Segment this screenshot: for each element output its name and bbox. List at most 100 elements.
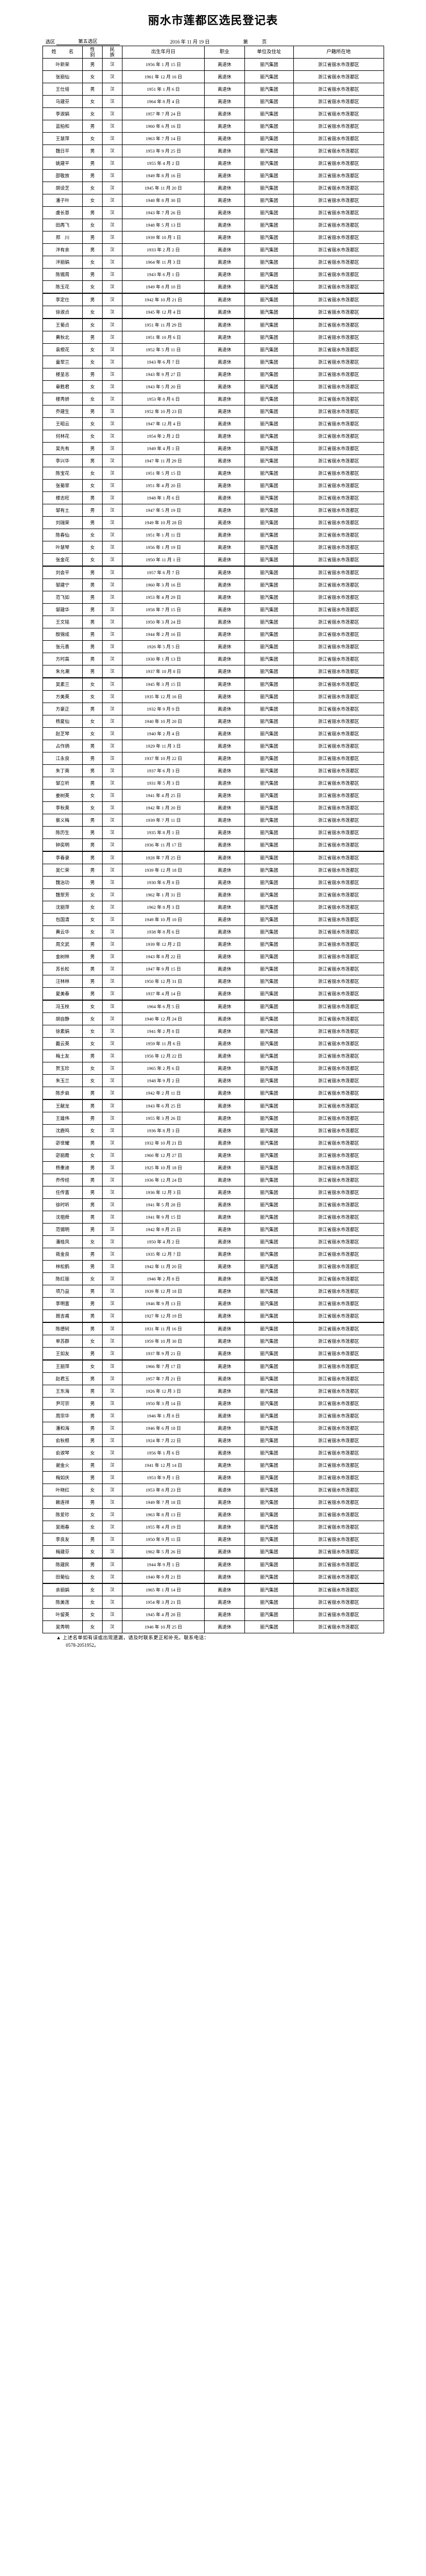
cell-eth: 汉 <box>102 1385 122 1398</box>
cell-occ: 离退休 <box>204 1583 245 1596</box>
cell-res: 浙江省丽水市莲都区 <box>293 1558 384 1571</box>
cell-unit: 丽汽集团 <box>244 1521 294 1533</box>
cell-res: 浙江省丽水市莲都区 <box>293 1309 384 1323</box>
cell-res: 浙江省丽水市莲都区 <box>293 1186 384 1199</box>
cell-unit: 丽汽集团 <box>244 690 294 703</box>
table-row: 王丽萍女汉 1966 年 7 月 17 日离退休 丽汽集团 浙江省丽水市莲都区 <box>42 1359 384 1373</box>
cell-occ: 离退休 <box>204 293 245 306</box>
cell-sex: 男 <box>82 1309 103 1323</box>
cell-name: 王献龙 <box>42 1099 83 1112</box>
cell-name: 徐时听 <box>42 1198 83 1211</box>
cell-res: 浙江省丽水市莲都区 <box>293 157 384 170</box>
cell-occ: 离退休 <box>204 356 245 368</box>
cell-eth: 汉 <box>102 1533 122 1546</box>
cell-occ: 离退休 <box>204 838 245 852</box>
cell-unit: 丽汽集团 <box>244 1385 294 1398</box>
table-row: 方时高男汉 1930 年 1 月 13 日离退休 丽汽集团 浙江省丽水市莲都区 <box>42 653 384 665</box>
table-row: 项乃益男汉 1939 年 12 月 18 日离退休 丽汽集团 浙江省丽水市莲都区 <box>42 1285 384 1298</box>
cell-eth: 汉 <box>102 182 122 194</box>
cell-eth: 汉 <box>102 1471 122 1484</box>
cell-dob: 1948 年 9 月 2 日 <box>121 1074 205 1087</box>
cell-name: 王雄伟 <box>42 1112 83 1125</box>
cell-eth: 汉 <box>102 913 122 926</box>
cell-occ: 离退休 <box>204 665 245 678</box>
cell-occ: 离退休 <box>204 1322 245 1335</box>
cell-occ: 离退休 <box>204 715 245 728</box>
cell-res: 浙江省丽水市莲都区 <box>293 479 384 492</box>
cell-eth: 汉 <box>102 1223 122 1236</box>
cell-unit: 丽汽集团 <box>244 1161 294 1174</box>
cell-sex: 女 <box>82 901 103 914</box>
cell-unit: 丽汽集团 <box>244 1359 294 1373</box>
page-indicator: 第页 <box>243 38 266 45</box>
district-value[interactable]: 第五选区 <box>56 38 120 45</box>
cell-dob: 1943 年 6 月 25 日 <box>121 1099 205 1112</box>
table-row: 林松鹤男汉 1942 年 11 月 20 日离退休 丽汽集团 浙江省丽水市莲都区 <box>42 1260 384 1273</box>
voter-table-body: 叶新荣男汉 1956 年 1 月 15 日离退休 丽汽集团 浙江省丽水市莲都区 张丽仙女… <box>42 58 384 1633</box>
cell-eth: 汉 <box>102 479 122 492</box>
cell-sex: 男 <box>82 293 103 306</box>
cell-res: 浙江省丽水市莲都区 <box>293 1198 384 1211</box>
cell-res: 浙江省丽水市莲都区 <box>293 405 384 418</box>
cell-name: 魏日平 <box>42 144 83 157</box>
cell-occ: 离退休 <box>204 1149 245 1162</box>
cell-eth: 汉 <box>102 380 122 393</box>
cell-name: 占作炳 <box>42 740 83 752</box>
cell-res: 浙江省丽水市莲都区 <box>293 1062 384 1075</box>
cell-sex: 男 <box>82 864 103 877</box>
cell-res: 浙江省丽水市莲都区 <box>293 231 384 244</box>
table-row: 方豪正男汉 1932 年 9 月 9 日离退休 丽汽集团 浙江省丽水市莲都区 <box>42 703 384 715</box>
cell-unit: 丽汽集团 <box>244 1309 294 1323</box>
cell-name: 虞长恩 <box>42 206 83 219</box>
cell-sex: 男 <box>82 231 103 244</box>
cell-sex: 女 <box>82 280 103 294</box>
cell-res: 浙江省丽水市莲都区 <box>293 876 384 889</box>
cell-sex: 男 <box>82 1459 103 1472</box>
cell-res: 浙江省丽水市莲都区 <box>293 1050 384 1062</box>
table-row: 夏美春男汉 1937 年 4 月 14 日离退休 丽汽集团 浙江省丽水市莲都区 <box>42 987 384 1001</box>
cell-dob: 1942 年 11 月 20 日 <box>121 1260 205 1273</box>
table-row: 沈祖舜男汉 1941 年 9 月 15 日离退休 丽汽集团 浙江省丽水市莲都区 <box>42 1211 384 1224</box>
cell-sex: 女 <box>82 1484 103 1496</box>
table-row: 陈建民男汉 1944 年 9 月 1 日离退休 丽汽集团 浙江省丽水市莲都区 <box>42 1558 384 1571</box>
cell-name: 宓世耀 <box>42 1137 83 1149</box>
cell-eth: 汉 <box>102 1062 122 1075</box>
cell-occ: 离退休 <box>204 1521 245 1533</box>
cell-dob: 1939 年 12 月 18 日 <box>121 864 205 877</box>
table-row: 李秋英女汉 1942 年 1 月 20 日离退休 丽汽集团 浙江省丽水市莲都区 <box>42 801 384 814</box>
cell-dob: 1960 年 6 月 16 日 <box>121 120 205 133</box>
cell-dob: 1940 年 10 月 20 日 <box>121 715 205 728</box>
cell-dob: 1946 年 2 月 8 日 <box>121 1272 205 1285</box>
cell-name: 苏长松 <box>42 963 83 975</box>
cell-occ: 离退休 <box>204 529 245 541</box>
cell-res: 浙江省丽水市莲都区 <box>293 740 384 752</box>
cell-dob: 1948 年 5 月 13 日 <box>121 219 205 231</box>
cell-dob: 1955 年 4 月 2 日 <box>121 157 205 170</box>
cell-eth: 汉 <box>102 690 122 703</box>
cell-name: 俞秋根 <box>42 1434 83 1447</box>
cell-name: 刘瑞荣 <box>42 516 83 529</box>
col-header-ethnicity: 民族 <box>102 46 122 59</box>
cell-name: 叶晓红 <box>42 1484 83 1496</box>
cell-dob: 1937 年 9 月 21 日 <box>121 1347 205 1361</box>
cell-sex: 女 <box>82 380 103 393</box>
cell-unit: 丽汽集团 <box>244 120 294 133</box>
cell-name: 吴素兰 <box>42 677 83 691</box>
cell-unit: 丽汽集团 <box>244 1000 294 1013</box>
cell-unit: 丽汽集团 <box>244 1012 294 1025</box>
cell-res: 浙江省丽水市莲都区 <box>293 516 384 529</box>
cell-eth: 汉 <box>102 1260 122 1273</box>
cell-sex: 男 <box>82 1409 103 1422</box>
cell-unit: 丽汽集团 <box>244 925 294 938</box>
cell-eth: 汉 <box>102 331 122 344</box>
cell-unit: 丽汽集团 <box>244 677 294 691</box>
cell-occ: 离退休 <box>204 801 245 814</box>
col-header-occupation: 职业 <box>204 46 245 59</box>
cell-occ: 离退休 <box>204 380 245 393</box>
cell-occ: 离退休 <box>204 1397 245 1410</box>
cell-unit: 丽汽集团 <box>244 789 294 802</box>
cell-dob: 1935 年 8 月 1 日 <box>121 826 205 839</box>
cell-occ: 离退休 <box>204 1025 245 1038</box>
cell-eth: 汉 <box>102 876 122 889</box>
